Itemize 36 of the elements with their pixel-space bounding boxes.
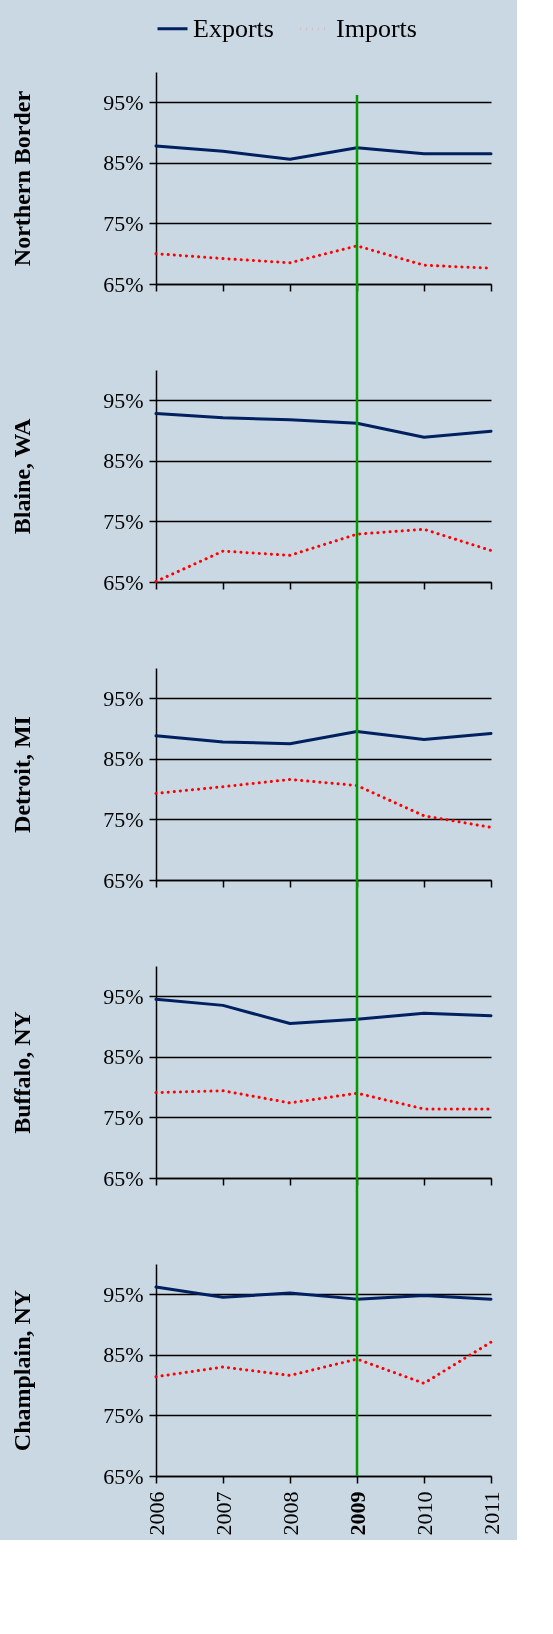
x-tick-label: 2008 bbox=[277, 1491, 303, 1536]
legend-label: Exports bbox=[193, 13, 274, 43]
x-tick-label: 2006 bbox=[143, 1491, 169, 1536]
y-tick-label: 95% bbox=[103, 89, 144, 115]
y-tick-label: 95% bbox=[103, 1281, 144, 1307]
line-series bbox=[154, 412, 493, 439]
y-tick-label: 75% bbox=[103, 210, 144, 236]
y-tick-label: 85% bbox=[103, 1342, 144, 1368]
y-axis-title: Buffalo, NY bbox=[9, 1011, 36, 1134]
y-axis-title: Northern Border bbox=[9, 90, 36, 267]
y-axis-title: Blaine, WA bbox=[9, 418, 36, 535]
y-tick-label: 85% bbox=[103, 448, 144, 474]
y-tick-label: 75% bbox=[103, 1104, 144, 1130]
y-axis-title: Detroit, MI bbox=[9, 716, 36, 833]
legend-label: Imports bbox=[336, 13, 417, 43]
y-tick-label: 65% bbox=[103, 1165, 144, 1191]
x-tick-label: 2009 bbox=[344, 1491, 370, 1536]
line-series bbox=[154, 730, 493, 746]
y-tick-label: 65% bbox=[103, 1463, 144, 1489]
y-tick-label: 65% bbox=[103, 569, 144, 595]
x-tick-label: 2007 bbox=[210, 1491, 236, 1536]
y-tick-label: 65% bbox=[103, 867, 144, 893]
y-tick-label: 75% bbox=[103, 508, 144, 534]
line-series bbox=[154, 144, 493, 161]
y-tick-label: 85% bbox=[103, 1044, 144, 1070]
y-tick-label: 65% bbox=[103, 271, 144, 297]
x-tick-label: 2011 bbox=[478, 1491, 504, 1535]
y-tick-label: 95% bbox=[103, 685, 144, 711]
y-tick-label: 75% bbox=[103, 1402, 144, 1428]
y-tick-label: 95% bbox=[103, 983, 144, 1009]
y-tick-label: 85% bbox=[103, 150, 144, 176]
x-tick-label: 2010 bbox=[411, 1491, 437, 1536]
y-axis-title: Champlain, NY bbox=[9, 1289, 36, 1452]
y-tick-label: 85% bbox=[103, 746, 144, 772]
y-tick-label: 75% bbox=[103, 806, 144, 832]
y-tick-label: 95% bbox=[103, 387, 144, 413]
